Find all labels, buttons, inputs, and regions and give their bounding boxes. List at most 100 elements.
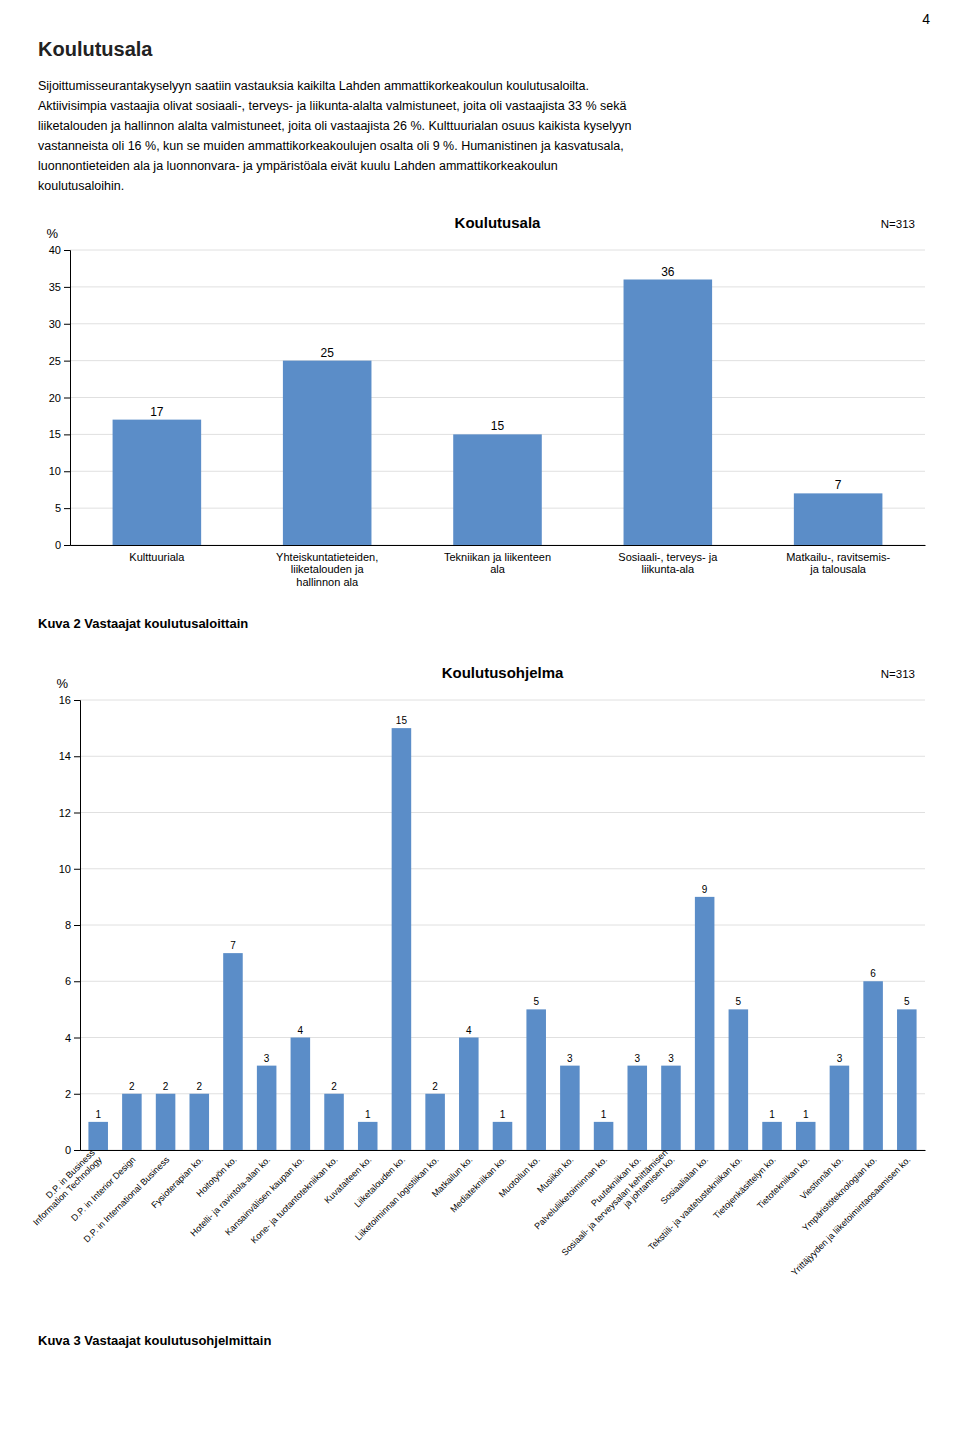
y-axis-title: % [56,676,68,691]
annotation: N=313 [881,218,915,230]
x-tick: Sosiaali- ja terveysalan kehittämisenja … [560,1148,677,1265]
bar [729,1009,749,1150]
bar [560,1066,580,1150]
x-tick-label: Matkailu-, ravitsemis-ja talousala [786,551,890,576]
bar [257,1066,277,1150]
y-tick-mark [64,361,70,362]
y-tick-label: 10 [59,863,71,875]
x-tick-label-line: Tekniikan ja liikenteen [444,551,551,563]
page: 4KoulutusalaSijoittumisseurantakyselyyn … [0,0,960,1451]
x-axis: D.P. in BusinessInformation TechnologyD.… [24,1147,925,1277]
x-tick-label-line: ja talousala [809,563,867,575]
x-tick-label-line: Mediatekniikan ko. [448,1155,508,1215]
data-label: 2 [129,1081,135,1092]
x-tick-label: Tietotekniikan ko. [755,1155,811,1211]
x-tick-label: Fysioterapian ko. [149,1155,205,1211]
grid-line [70,397,925,398]
chart: 122273421152415313395113650246810121416D… [24,664,925,1348]
x-axis-line [71,545,926,546]
grid [70,250,925,545]
y-tick-label: 0 [65,1144,71,1156]
page-number: 4 [922,11,930,27]
x-tick: D.P. in BusinessInformation Technology [24,1147,104,1227]
bar [283,361,372,545]
x-tick-label-line: liiketalouden ja [291,563,365,575]
x-tick-label-line: Tietojenkäsittelyn ko. [711,1155,777,1221]
y-tick-mark [64,471,70,472]
data-label: 3 [634,1053,640,1064]
heading: Koulutusala [38,38,153,60]
y-tick-mark [74,925,80,926]
y-tick: 0 [55,539,70,551]
bar [189,1094,209,1150]
x-tick-label: Yrittäjyyden ja liiketoimintaosaamisen k… [789,1155,912,1278]
x-tick: Muotoilun ko. [497,1155,542,1200]
bar [493,1122,513,1150]
grid-line [80,700,925,701]
grid [80,700,925,1150]
bars [88,728,916,1150]
y-tick-label: 4 [65,1032,71,1044]
data-label: 3 [668,1053,674,1064]
y-tick: 10 [49,465,70,477]
x-tick: Tietotekniikan ko. [755,1155,811,1211]
bar [122,1094,142,1150]
y-tick-mark [74,981,80,982]
y-tick: 2 [65,1088,80,1100]
y-tick-mark [74,869,80,870]
grid-line [70,250,925,251]
grid-line [70,323,925,324]
x-tick-label: Yhteiskuntatieteiden,liiketalouden jahal… [276,551,378,588]
x-tick-label-line: ala [490,563,506,575]
y-tick-mark [74,1038,80,1039]
x-tick-label-line: Muotoilun ko. [497,1155,542,1200]
y-tick-label: 8 [65,919,71,931]
y-tick-mark [64,324,70,325]
bar [830,1066,850,1150]
x-tick: Tekniikan ja liikenteenala [444,551,551,576]
data-label: 4 [298,1025,304,1036]
data-label: 15 [396,715,408,726]
y-tick: 16 [59,694,80,706]
bar [324,1094,344,1150]
x-tick-label-line: Tietotekniikan ko. [755,1155,811,1211]
y-tick-label: 25 [49,355,61,367]
x-tick-label-line: hallinnon ala [296,576,359,588]
y-tick-label: 12 [59,807,71,819]
chart-title: Koulutusala [455,214,541,231]
data-label: 1 [365,1109,371,1120]
data-label: 17 [150,405,164,419]
data-label: 5 [533,996,539,1007]
x-tick-label: Muotoilun ko. [497,1155,542,1200]
data-label: 3 [264,1053,270,1064]
x-axis-line [81,1150,926,1151]
body-text: luonnontieteiden ala ja luonnonvara- ja … [38,159,558,173]
data-label: 25 [321,346,335,360]
y-tick-label: 20 [49,392,61,404]
grid-line [80,925,925,926]
y-tick: 14 [59,750,80,762]
y-tick: 15 [49,428,70,440]
x-tick: Matkailu-, ravitsemis-ja talousala [786,551,890,576]
data-label: 5 [736,996,742,1007]
y-tick-mark [74,756,80,757]
y-tick-label: 15 [49,428,61,440]
x-tick-label-line: Kulttuuriala [129,551,185,563]
y-tick-label: 6 [65,975,71,987]
bar [796,1122,816,1150]
data-labels: 12227342115241531339511365 [95,715,910,1120]
bar [863,981,883,1150]
data-label: 15 [491,419,505,433]
y-tick-mark [64,250,70,251]
bar [794,493,883,545]
x-tick-label-line: Liiketoiminnan logistiikan ko. [353,1155,441,1243]
body-text: vastanneista oli 16 %, kun se muiden amm… [38,139,624,153]
y-tick-mark [74,813,80,814]
bar [223,953,243,1150]
data-label: 5 [904,996,910,1007]
y-tick-mark [74,700,80,701]
data-label: 3 [837,1053,843,1064]
grid-line [80,812,925,813]
data-label: 1 [769,1109,775,1120]
y-axis-title: % [46,226,58,241]
